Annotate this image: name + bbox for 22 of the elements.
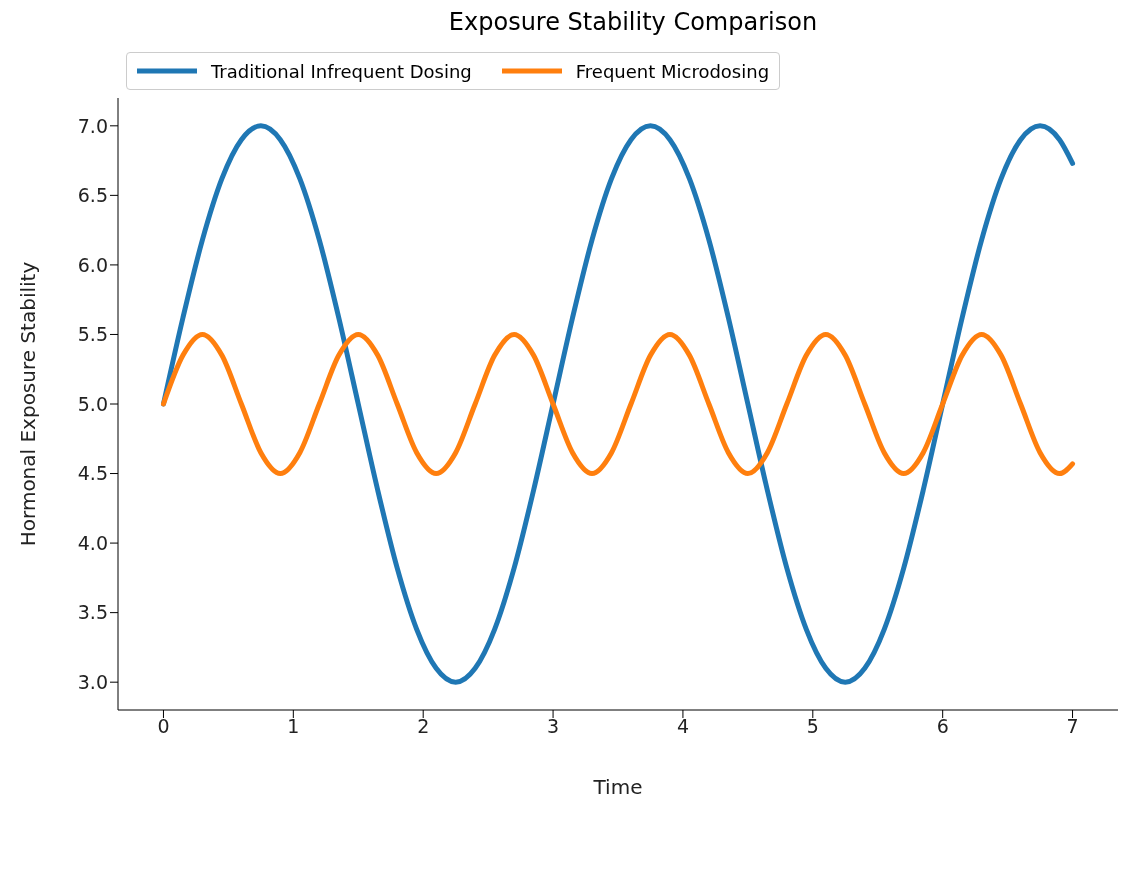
chart-title: Exposure Stability Comparison <box>447 8 819 38</box>
x-tick-label: 4 <box>676 715 689 738</box>
y-tick-label: 5.0 <box>77 392 108 415</box>
y-tick-label: 6.5 <box>77 184 108 207</box>
y-tick-label: 6.0 <box>77 253 108 276</box>
x-tick-label: 2 <box>417 715 430 738</box>
x-axis-title: Time <box>592 775 643 800</box>
x-tick-label: 0 <box>157 715 170 738</box>
x-tick-label: 5 <box>806 715 819 738</box>
x-tick-label: 1 <box>287 715 300 738</box>
legend-label: Traditional Infrequent Dosing <box>211 60 472 82</box>
y-tick-label: 4.0 <box>77 531 108 554</box>
legend-label: Frequent Microdosing <box>575 60 770 82</box>
y-tick-label: 7.0 <box>77 114 108 137</box>
y-tick-label: 4.5 <box>77 462 108 485</box>
y-tick-label: 3.5 <box>77 601 108 624</box>
y-tick-label: 5.5 <box>77 323 108 346</box>
y-axis-title: Hormonal Exposure Stability <box>16 261 41 547</box>
x-tick-label: 3 <box>547 715 560 738</box>
x-tick-label: 6 <box>936 715 949 738</box>
y-tick-label: 3.0 <box>77 670 108 693</box>
x-tick-label: 7 <box>1066 715 1079 738</box>
